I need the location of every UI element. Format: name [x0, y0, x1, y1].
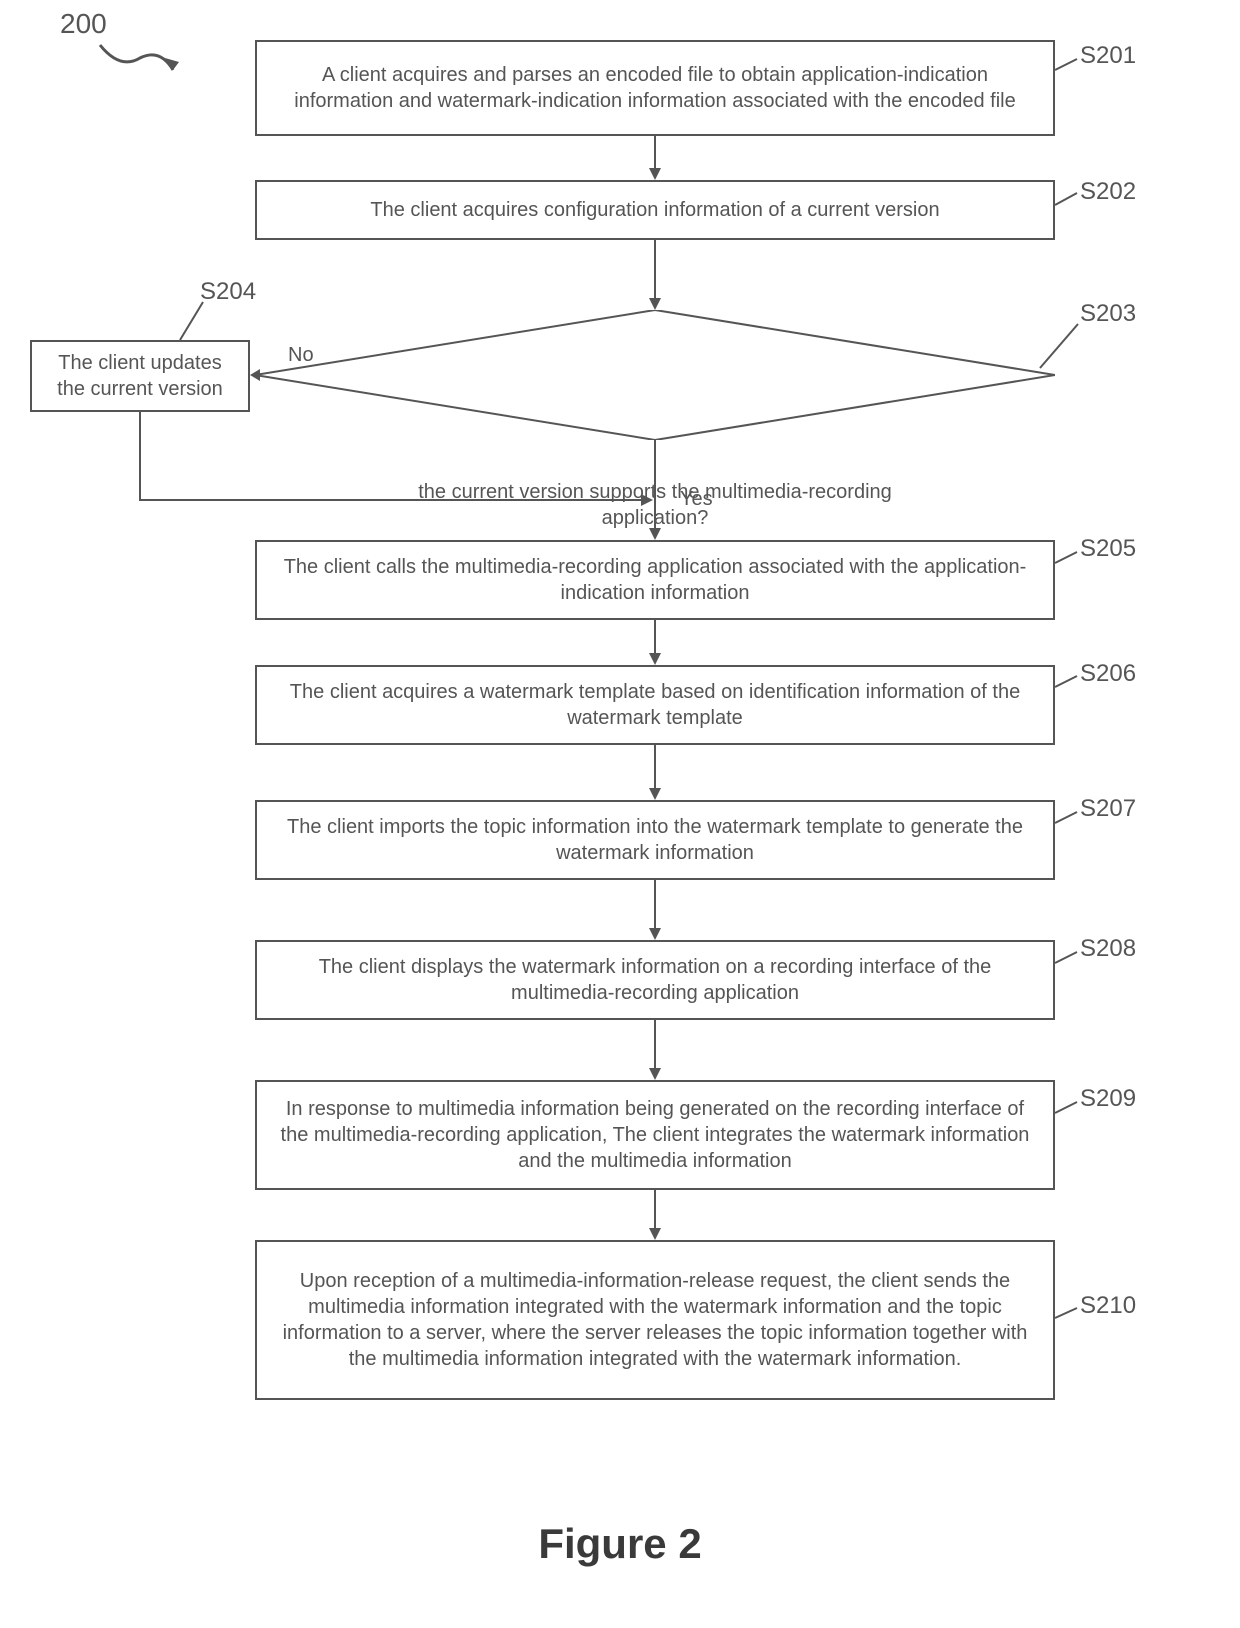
step-s202: The client acquires configuration inform… — [255, 180, 1055, 240]
step-label-s206: S206 — [1080, 660, 1136, 688]
step-label-s208: S208 — [1080, 935, 1136, 963]
step-text: The client imports the topic information… — [271, 814, 1039, 866]
step-label-s203: S203 — [1080, 300, 1136, 328]
step-text: Upon reception of a multimedia-informati… — [271, 1268, 1039, 1372]
step-text: The client acquires a watermark template… — [271, 679, 1039, 731]
ref-arrow-icon — [95, 40, 185, 90]
step-text: The client updates the current version — [46, 350, 234, 402]
decision-no-label: No — [288, 344, 314, 367]
step-s204: The client updates the current version — [30, 340, 250, 412]
decision-yes-label: Yes — [680, 488, 713, 511]
arrow-a9 — [645, 1020, 665, 1082]
step-text: The client acquires configuration inform… — [370, 197, 939, 223]
arrow-rejoin — [130, 412, 670, 512]
arrow-a8 — [645, 880, 665, 942]
step-label-s205: S205 — [1080, 535, 1136, 563]
step-label-s204: S204 — [200, 278, 256, 306]
step-s201: A client acquires and parses an encoded … — [255, 40, 1055, 136]
step-label-s202: S202 — [1080, 178, 1136, 206]
arrow-a6 — [645, 620, 665, 667]
ref-number-200: 200 — [60, 8, 107, 40]
step-s205: The client calls the multimedia-recordin… — [255, 540, 1055, 620]
arrow-a7 — [645, 745, 665, 802]
arrow-a1 — [645, 136, 665, 182]
step-s207: The client imports the topic information… — [255, 800, 1055, 880]
flowchart-canvas: 200 A client acquires and parses an enco… — [0, 0, 1240, 1628]
arrow-a10 — [645, 1190, 665, 1242]
step-label-s209: S209 — [1080, 1085, 1136, 1113]
step-text: A client acquires and parses an encoded … — [271, 62, 1039, 114]
arrow-no — [250, 365, 260, 385]
label-connector-s203 — [1040, 320, 1090, 380]
arrow-a2 — [645, 240, 665, 312]
step-label-s210: S210 — [1080, 1292, 1136, 1320]
step-label-s207: S207 — [1080, 795, 1136, 823]
step-text: The client calls the multimedia-recordin… — [271, 554, 1039, 606]
step-s208: The client displays the watermark inform… — [255, 940, 1055, 1020]
step-s209: In response to multimedia information be… — [255, 1080, 1055, 1190]
step-text: In response to multimedia information be… — [271, 1096, 1039, 1174]
step-text: The client displays the watermark inform… — [271, 954, 1039, 1006]
figure-title: Figure 2 — [0, 1520, 1240, 1568]
step-s210: Upon reception of a multimedia-informati… — [255, 1240, 1055, 1400]
step-label-s201: S201 — [1080, 42, 1136, 70]
step-s206: The client acquires a watermark template… — [255, 665, 1055, 745]
